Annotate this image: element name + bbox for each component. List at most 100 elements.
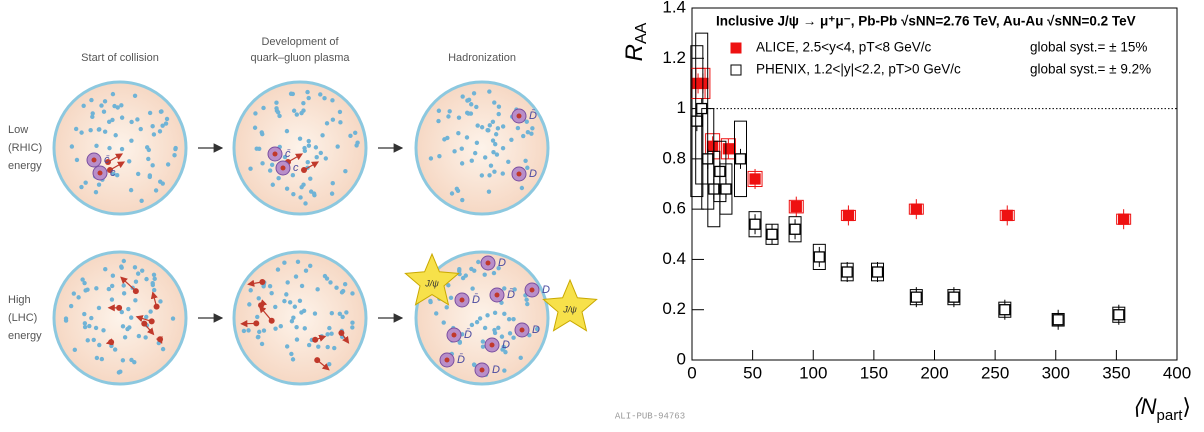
quark-dot [247,302,251,306]
quark-dot [158,299,162,303]
quark-dot [493,142,497,146]
point [736,154,746,164]
quark-dot [111,92,115,96]
quark-dot [306,160,310,164]
quark-dot [457,115,461,119]
quark-dot [270,163,274,167]
quark-dot [255,315,259,319]
quark-dot [257,296,261,300]
quark-dot [456,189,460,193]
quark-dot [295,337,299,341]
point [1053,315,1063,325]
quark-dot [92,338,96,342]
quark-dot [492,271,496,275]
quark-dot [437,154,441,158]
quark-dot [449,296,453,300]
particle-label: c [293,162,299,174]
quark-dot [442,320,446,324]
quark-dot [122,283,126,287]
quark-dot [94,190,98,194]
particle-label: c [110,167,116,179]
quark-dot [495,152,499,156]
quark-dot [501,171,505,175]
quark-dot [83,288,87,292]
legend-label: ALICE, 2.5<y<4, pT<8 GeV/c [756,40,931,55]
quark-dot [136,172,140,176]
quark-dot [483,326,487,330]
quark-dot [257,330,261,334]
x-axis-label: ⟨Npart⟩ [1132,394,1191,424]
quark-dot [126,307,130,311]
quark-dot [269,291,273,295]
quark-dot [526,130,530,134]
quark-dot [291,192,295,196]
point [750,174,760,184]
quark-dot [318,92,322,96]
quark-dot [299,185,303,189]
quark-dot [279,324,283,328]
y-tick-label: 0.8 [662,148,686,167]
quark-dot [508,331,512,335]
quark-dot [338,110,342,114]
quark-dot [129,138,133,142]
meson-core [98,171,103,176]
x-label-main: ⟨N [1132,394,1157,419]
meson-core [273,152,278,157]
quark-dot [298,195,302,199]
particle-label: D̄ [529,109,537,122]
quark-dot [314,145,318,149]
x-tick-label: 300 [1042,363,1070,382]
meson-core [281,166,286,171]
quark-dot [511,317,515,321]
quark-dot [452,149,456,153]
quark-dot [475,320,479,324]
quark-dot [521,134,525,138]
quark-dot [262,328,266,332]
quark-dot [273,326,277,330]
quark-dot [489,163,493,167]
quark-dot [501,146,505,150]
collision-disc [54,82,186,214]
quark-dot [291,357,295,361]
quark-dot [285,186,289,190]
quark-dot [460,161,464,165]
meson-core [452,333,457,338]
quark-dot [249,288,253,292]
quark-dot [246,328,250,332]
quark-dot [340,315,344,319]
quark-dot [340,290,344,294]
meson-core [520,328,525,333]
point [873,267,883,277]
quark-dot [113,347,117,351]
row-label: High [8,294,31,306]
quark-dot [348,134,352,138]
quark-dot [325,332,329,336]
meson-core [486,261,491,266]
quark-dot [492,169,496,173]
quark-dot [146,157,150,161]
quark-dot [88,128,92,132]
quark-dot [465,135,469,139]
legend-marker [731,65,741,75]
quark-dot [101,328,105,332]
quark-dot [488,123,492,127]
point [791,202,801,212]
quark-dot [309,189,313,193]
quark-dot [133,94,137,98]
quark-dot [465,98,469,102]
quark-dot [509,138,513,142]
x-tick-label: 50 [743,363,762,382]
quark-dot [487,173,491,177]
particle-label: D̄ [507,288,515,301]
quark-dot [120,147,124,151]
quark-dot [136,271,140,275]
quark-dot [139,199,143,203]
quark-dot [343,169,347,173]
quark-dot [97,306,101,310]
quark-dot [282,299,286,303]
y-tick-label: 0.6 [662,199,686,218]
quark-dot [107,287,111,291]
point [1000,305,1010,315]
quark-dot [161,181,165,185]
